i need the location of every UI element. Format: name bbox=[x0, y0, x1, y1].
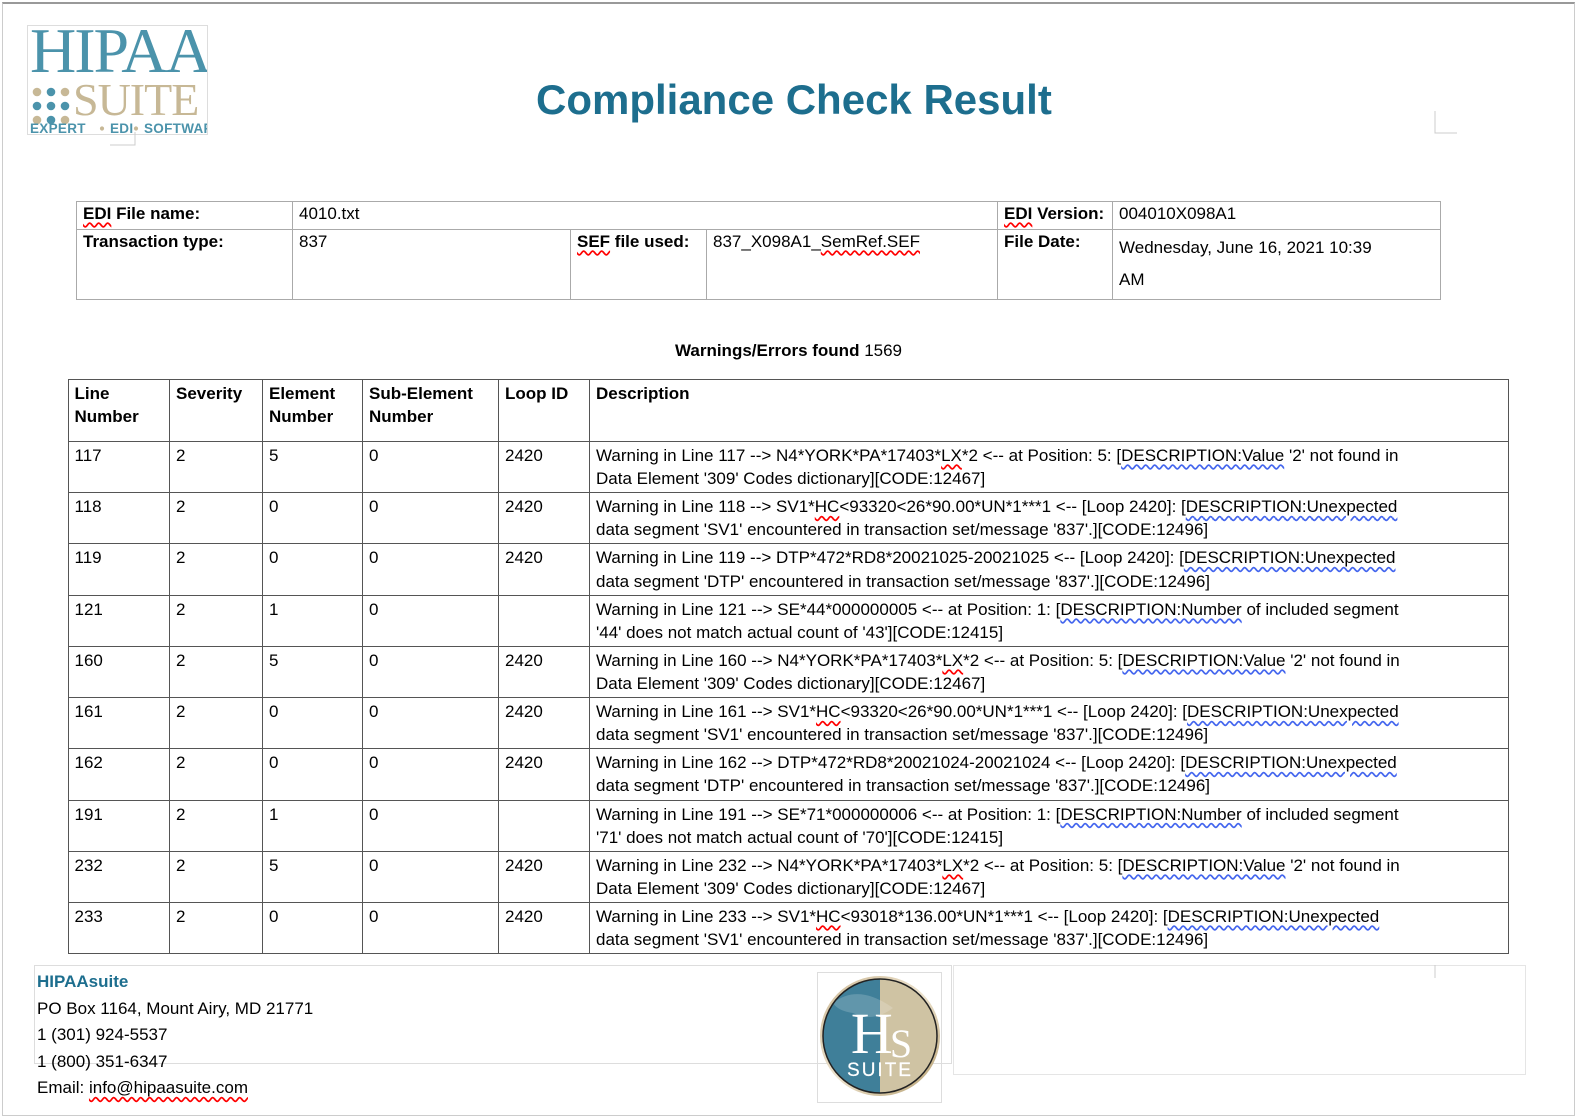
svg-text:SUITE: SUITE bbox=[847, 1060, 913, 1081]
svg-text:SOFTWARE: SOFTWARE bbox=[144, 121, 208, 135]
svg-text:EXPERT: EXPERT bbox=[30, 121, 86, 135]
svg-text:SUITE: SUITE bbox=[73, 74, 198, 125]
